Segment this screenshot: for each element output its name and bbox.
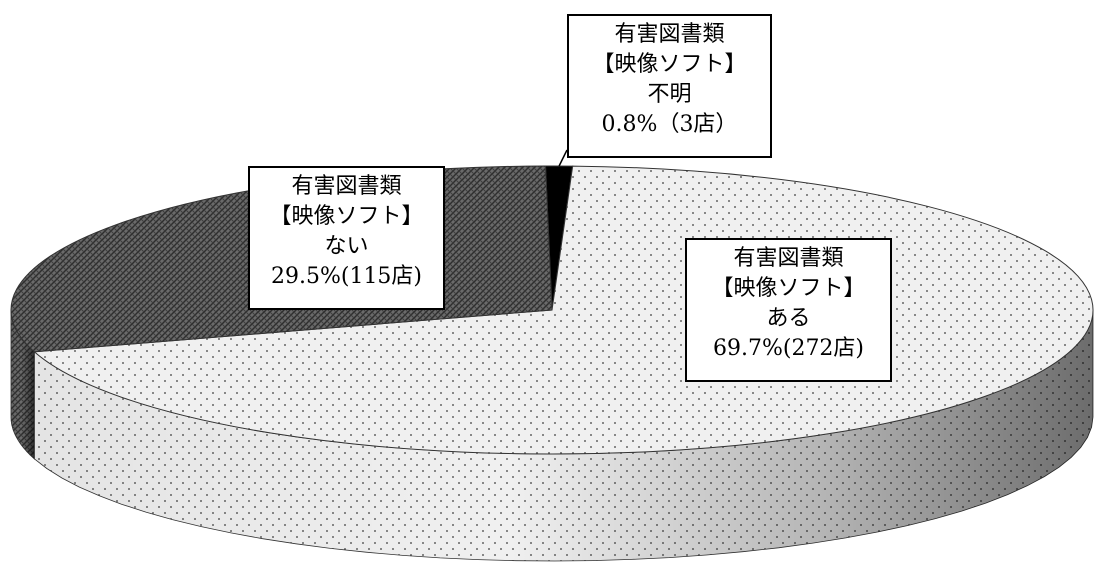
callout-value: 29.5%(115店)	[270, 264, 423, 289]
callout-slice-ari: 有害図書類 【映像ソフト】 ある 69.7%(272店)	[685, 238, 892, 382]
callout-category: 有害図書類	[733, 246, 844, 271]
pie-side-shading	[34, 310, 1093, 561]
callout-slice-label: 不明	[647, 82, 692, 107]
leader-lines	[558, 149, 568, 167]
callout-category: 有害図書類	[291, 174, 402, 199]
callout-subcategory: 【映像ソフト】	[711, 276, 866, 301]
callout-subcategory: 【映像ソフト】	[592, 52, 747, 77]
leader-line-fumei	[558, 149, 568, 167]
callout-value: 69.7%(272店)	[712, 336, 865, 361]
callout-slice-fumei: 有害図書類 【映像ソフト】 不明 0.8%（3店）	[567, 14, 772, 158]
callout-category: 有害図書類	[614, 22, 725, 47]
pie-top-face	[10, 165, 1094, 455]
callout-slice-label: ある	[766, 306, 811, 331]
pie-side-wall	[10, 309, 1094, 562]
callout-subcategory: 【映像ソフト】	[269, 204, 424, 229]
callout-value: 0.8%（3店）	[601, 112, 738, 137]
pie-side-shading	[11, 310, 35, 459]
callout-slice-label: ない	[324, 234, 369, 259]
callout-slice-nai: 有害図書類 【映像ソフト】 ない 29.5%(115店)	[248, 166, 445, 310]
